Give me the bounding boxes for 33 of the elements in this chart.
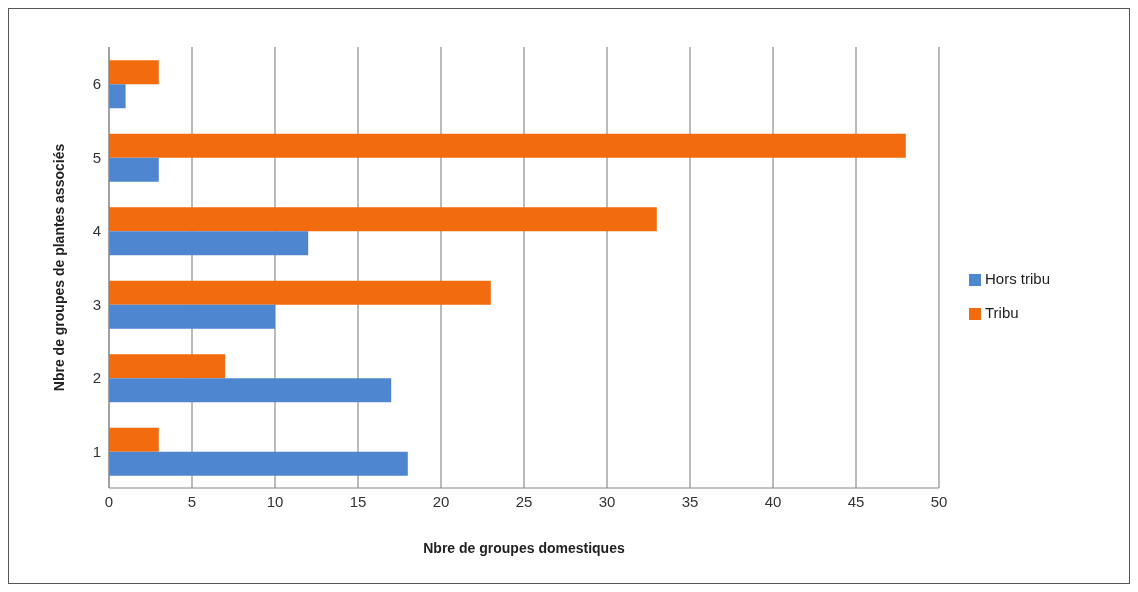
y-tick-label: 1	[92, 442, 101, 460]
bar	[109, 280, 491, 305]
x-tick-label: 40	[764, 492, 782, 510]
bar	[109, 157, 159, 182]
x-tick-label: 0	[104, 492, 114, 510]
bar	[109, 60, 159, 85]
bar	[109, 231, 309, 256]
x-axis-title: Nbre de groupes domestiques	[423, 539, 625, 556]
legend-label: Tribu	[985, 304, 1019, 321]
legend-label: Hors tribu	[985, 270, 1051, 287]
x-tick-label: 5	[187, 492, 197, 510]
bar	[109, 84, 126, 109]
bar	[109, 133, 906, 158]
x-tick-label: 20	[432, 492, 450, 510]
x-tick-label: 35	[681, 492, 699, 510]
bar	[109, 378, 392, 403]
x-tick-label: 10	[266, 492, 284, 510]
x-tick-label: 25	[515, 492, 533, 510]
y-tick-label: 5	[92, 148, 101, 166]
y-tick-label: 2	[92, 369, 101, 387]
x-tick-label: 45	[847, 492, 865, 510]
bar	[109, 354, 226, 379]
bar	[109, 451, 408, 476]
x-tick-label: 30	[598, 492, 616, 510]
bar	[109, 304, 275, 329]
y-tick-label: 4	[92, 222, 101, 240]
y-tick-label: 6	[92, 75, 101, 93]
x-tick-label: 50	[930, 492, 948, 510]
bar	[109, 427, 159, 452]
x-tick-label: 15	[349, 492, 367, 510]
y-tick-label: 3	[92, 295, 101, 313]
y-axis-title: Nbre de groupes de plantes associés	[50, 143, 67, 392]
bar	[109, 207, 657, 232]
